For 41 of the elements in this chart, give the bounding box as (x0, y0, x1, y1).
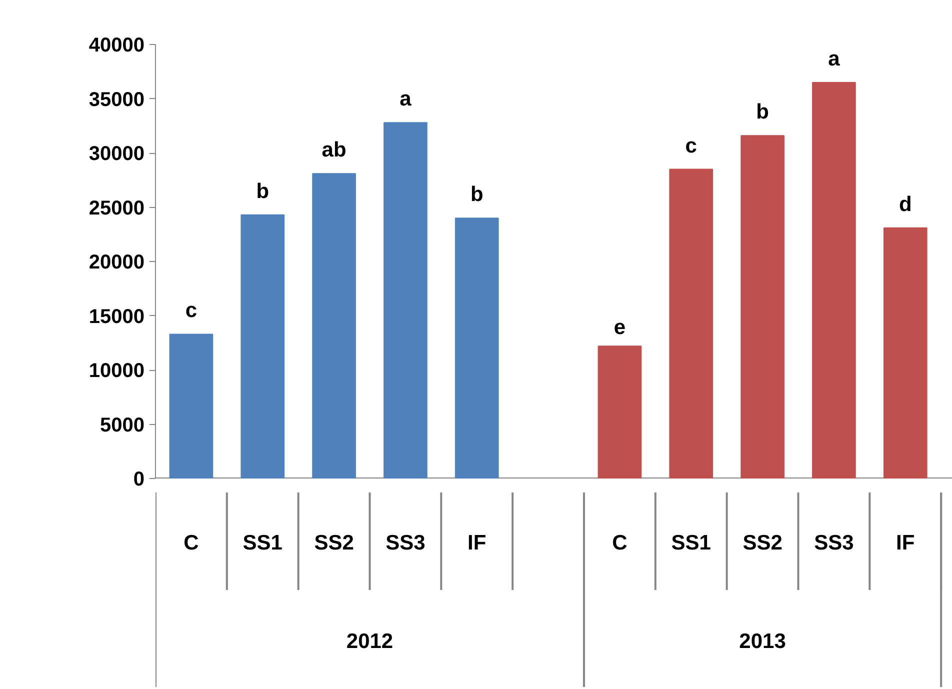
data-label: a (828, 47, 840, 70)
x-tick-label: C (612, 532, 628, 555)
y-tick-label: 30000 (88, 143, 145, 165)
bar (240, 214, 285, 478)
bar (598, 346, 642, 478)
x-tick-label: SS1 (242, 532, 283, 555)
data-label: b (470, 183, 484, 206)
y-tick-label: 5000 (100, 414, 145, 436)
data-label: c (185, 299, 198, 322)
x-tick-label: SS3 (814, 532, 854, 555)
bar (312, 173, 356, 478)
y-tick-label: 10000 (88, 360, 145, 382)
y-tick-label: 35000 (88, 88, 145, 111)
data-label: b (756, 100, 769, 124)
data-label: d (898, 192, 912, 216)
bar (169, 334, 214, 478)
bar (740, 135, 784, 478)
x-tick-label: C (184, 532, 199, 555)
bar (669, 168, 714, 478)
bar (812, 82, 856, 478)
x-tick-label: SS1 (671, 532, 712, 555)
text: 2012 (346, 630, 394, 654)
text: 2013 (739, 630, 786, 654)
x-tick-label: SS2 (314, 532, 354, 555)
data-label: e (614, 316, 626, 340)
x-tick-label: IF (468, 532, 486, 555)
x-tick-label: SS3 (386, 532, 426, 555)
y-tick-label: 20000 (88, 252, 145, 274)
bar (883, 227, 928, 478)
data-label: c (685, 134, 698, 158)
data-label: ab (322, 138, 346, 162)
bar (384, 122, 428, 478)
x-tick-label: SS2 (742, 532, 782, 555)
x-tick-label: IF (896, 532, 915, 555)
bar (454, 218, 499, 478)
data-label: a (400, 88, 412, 111)
y-tick-label: 0 (133, 468, 144, 490)
y-tick-label: 25000 (88, 197, 145, 220)
y-tick-label: 15000 (88, 306, 145, 328)
data-label: b (256, 180, 270, 203)
y-tick-label: 40000 (88, 34, 145, 56)
